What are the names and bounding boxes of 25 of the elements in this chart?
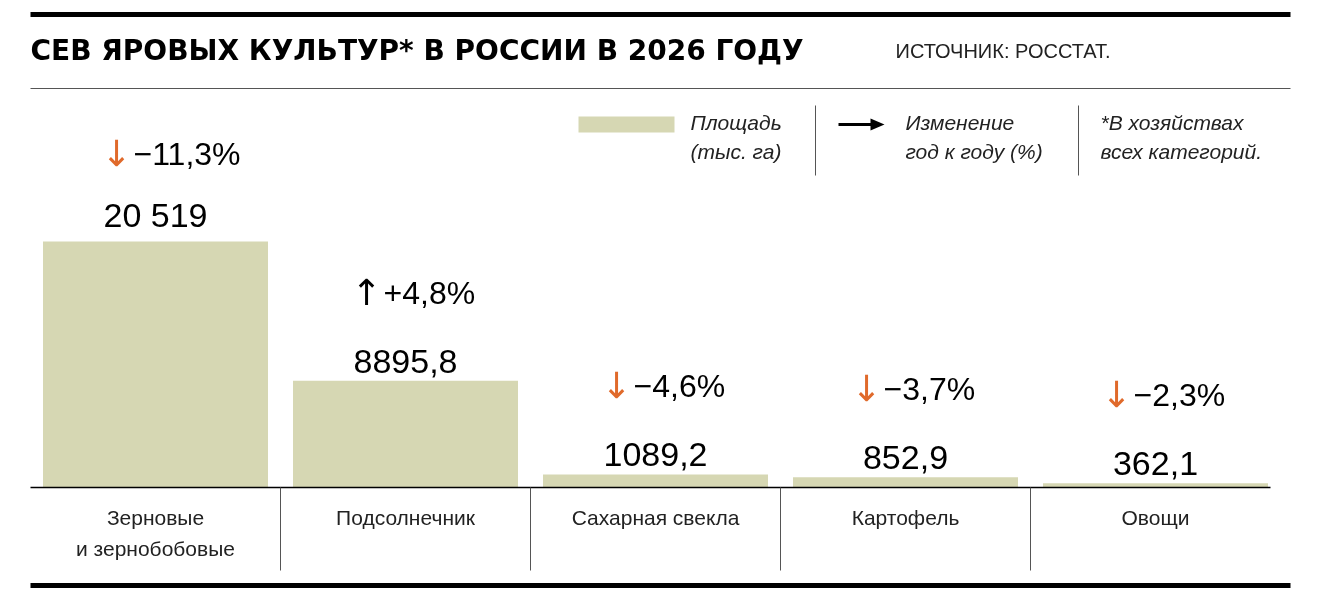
data-label: 852,9: [862, 438, 949, 477]
x-tick-label: Картофель: [851, 505, 960, 529]
x-tick-label: Овощи: [1121, 505, 1190, 529]
annotation: ↓−3,7%: [851, 368, 976, 410]
annotation: ↑+4,8%: [351, 271, 476, 313]
bar: [543, 474, 768, 488]
text: *В хозяйствах всех категорий.: [1100, 110, 1263, 164]
bar: [43, 241, 268, 488]
annotation: ↓−4,6%: [601, 365, 726, 407]
x-tick-label: Подсолнечник: [336, 505, 476, 529]
text: ↓−11,3%: [101, 132, 241, 174]
bar: [293, 380, 518, 488]
bar: [793, 477, 1018, 488]
x-tick-label: Сахарная свекла: [571, 505, 740, 529]
data-label: 1089,2: [603, 435, 708, 474]
data-label: 8895,8: [353, 341, 458, 380]
x-tick-label: Зерновые и зернобобовые: [76, 505, 235, 560]
data-label: 362,1: [1112, 444, 1199, 483]
text: ИСТОЧНИК: РОССТАТ.: [895, 39, 1111, 62]
chart-title: СЕВ ЯРОВЫХ КУЛЬТУР* В РОССИИ В 2026 ГОДУ: [30, 34, 804, 67]
annotation: ↓−2,3%: [1101, 374, 1226, 416]
text: Изменение год к году (%): [905, 110, 1043, 164]
bar: [1043, 483, 1268, 488]
data-label: 20 519: [103, 195, 208, 234]
legend-label: Площадь (тыс. га): [690, 110, 782, 164]
